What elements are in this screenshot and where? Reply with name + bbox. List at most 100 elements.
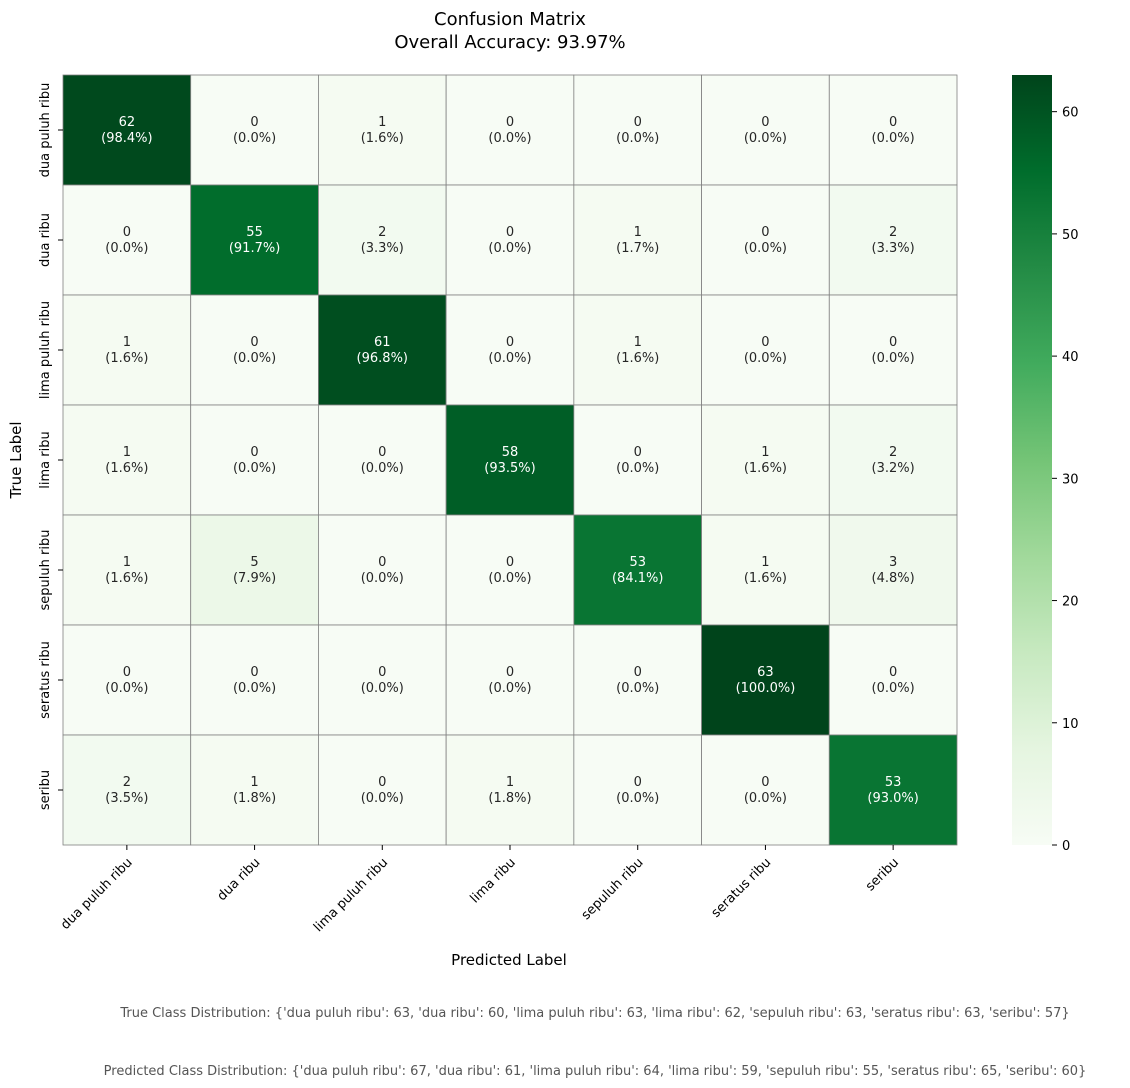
cell-percent-label: (3.5%) [105, 791, 148, 806]
cell-count-label: 1 [123, 555, 131, 570]
cell-count-label: 0 [506, 665, 514, 680]
heatmap-cell [701, 184, 830, 296]
x-tick-label: seratus ribu [709, 855, 775, 921]
cell-percent-label: (0.0%) [872, 131, 915, 146]
cell-count-label: 2 [889, 445, 897, 460]
cell-count-label: 0 [378, 555, 386, 570]
heatmap-cell [62, 734, 192, 846]
heatmap-cell [573, 624, 702, 736]
cell-percent-label: (3.3%) [872, 241, 915, 256]
heatmap-cell [445, 624, 575, 736]
heatmap-cell [573, 294, 702, 406]
colorbar-ticks: 0 10 20 30 40 50 60 [1052, 106, 1079, 854]
true-class-distribution: True Class Distribution: {'dua puluh rib… [119, 1006, 1069, 1021]
cell-percent-label: (0.0%) [488, 681, 531, 696]
cell-percent-label: (96.8%) [357, 351, 408, 366]
cell-percent-label: (1.6%) [744, 461, 787, 476]
heatmap-cell [445, 74, 575, 186]
heatmap-cell [828, 184, 958, 296]
colorbar-tick-label: 40 [1062, 350, 1079, 365]
cell-count-label: 0 [634, 665, 642, 680]
x-tick-label: lima puluh ribu [311, 855, 391, 935]
y-tick-label: dua puluh ribu [38, 83, 53, 178]
cell-count-label: 55 [246, 225, 263, 240]
heatmap-cell [318, 74, 447, 186]
cell-percent-label: (1.6%) [105, 351, 148, 366]
cell-percent-label: (3.3%) [361, 241, 404, 256]
heatmap-cell [573, 74, 702, 186]
cell-percent-label: (0.0%) [872, 681, 915, 696]
cell-percent-label: (0.0%) [361, 681, 404, 696]
cell-percent-label: (0.0%) [744, 241, 787, 256]
cell-percent-label: (0.0%) [233, 131, 276, 146]
cell-percent-label: (93.0%) [867, 791, 918, 806]
y-tick-label: lima puluh ribu [38, 301, 53, 399]
cell-percent-label: (7.9%) [233, 571, 276, 586]
heatmap-cell [828, 74, 958, 186]
heatmap-cell [573, 514, 702, 626]
cell-percent-label: (0.0%) [233, 461, 276, 476]
colorbar-gradient [1012, 75, 1052, 845]
cell-count-label: 0 [123, 225, 131, 240]
cell-percent-label: (0.0%) [616, 461, 659, 476]
heatmap-cell [828, 624, 958, 736]
cell-count-label: 0 [506, 335, 514, 350]
cell-percent-label: (1.6%) [361, 131, 404, 146]
cell-count-label: 0 [506, 555, 514, 570]
cell-count-label: 3 [889, 555, 897, 570]
x-axis-label: Predicted Label [451, 951, 567, 969]
cell-percent-label: (1.6%) [105, 571, 148, 586]
cell-percent-label: (91.7%) [229, 241, 280, 256]
heatmap-cell [445, 734, 575, 846]
cell-count-label: 1 [506, 775, 514, 790]
cell-percent-label: (0.0%) [744, 131, 787, 146]
cell-count-label: 5 [250, 555, 258, 570]
cell-count-label: 0 [250, 115, 258, 130]
cell-count-label: 58 [502, 445, 519, 460]
heatmap-cell [701, 74, 830, 186]
cell-percent-label: (0.0%) [488, 241, 531, 256]
cell-percent-label: (93.5%) [484, 461, 535, 476]
cell-percent-label: (0.0%) [616, 131, 659, 146]
cell-count-label: 0 [506, 225, 514, 240]
x-tick-label: dua ribu [215, 855, 264, 904]
cell-percent-label: (98.4%) [101, 131, 152, 146]
heatmap-cells: 62(98.4%)0(0.0%)1(1.6%)0(0.0%)0(0.0%)0(0… [62, 74, 958, 846]
x-axis-ticks: dua puluh ribu dua ribu lima puluh ribu lim… [58, 845, 902, 935]
heatmap-cell [318, 514, 447, 626]
cell-count-label: 0 [378, 665, 386, 680]
cell-percent-label: (84.1%) [612, 571, 663, 586]
cell-count-label: 62 [119, 115, 136, 130]
y-axis-label: True Label [7, 421, 25, 499]
x-tick-label: seribu [863, 855, 902, 894]
heatmap-cell [318, 404, 447, 516]
cell-count-label: 0 [250, 445, 258, 460]
heatmap-cell [62, 514, 192, 626]
cell-count-label: 0 [761, 225, 769, 240]
colorbar-tick-label: 60 [1062, 106, 1079, 121]
cell-percent-label: (0.0%) [488, 131, 531, 146]
cell-count-label: 2 [123, 775, 131, 790]
heatmap-cell [701, 514, 830, 626]
cell-percent-label: (100.0%) [736, 681, 796, 696]
cell-count-label: 0 [250, 335, 258, 350]
cell-percent-label: (0.0%) [105, 241, 148, 256]
y-tick-label: seribu [38, 770, 53, 810]
cell-percent-label: (1.6%) [616, 351, 659, 366]
heatmap-cell [318, 734, 447, 846]
cell-count-label: 0 [506, 115, 514, 130]
cell-count-label: 2 [378, 225, 386, 240]
heatmap-cell [190, 514, 319, 626]
heatmap-cell [318, 184, 447, 296]
cell-percent-label: (1.6%) [105, 461, 148, 476]
cell-percent-label: (0.0%) [361, 461, 404, 476]
cell-count-label: 1 [761, 555, 769, 570]
heatmap-cell [190, 404, 319, 516]
cell-count-label: 0 [123, 665, 131, 680]
heatmap-cell [445, 294, 575, 406]
y-tick-label: sepuluh ribu [38, 530, 53, 611]
cell-percent-label: (0.0%) [233, 681, 276, 696]
heatmap-cell [190, 624, 319, 736]
heatmap-cell [62, 404, 192, 516]
cell-count-label: 0 [634, 445, 642, 460]
